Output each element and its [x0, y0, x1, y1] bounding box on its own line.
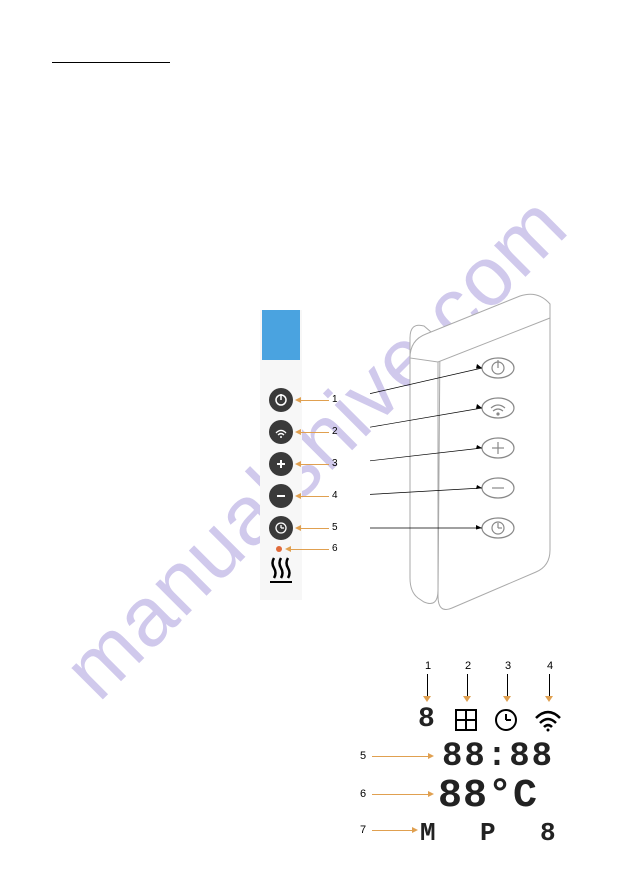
disp-side-label-7: 7: [360, 824, 366, 836]
minus-button[interactable]: [269, 484, 293, 508]
panel-label-2: 2: [332, 426, 338, 437]
down-arrow-3: [503, 696, 512, 703]
minus-icon: [274, 489, 288, 503]
wifi-icon: [274, 425, 288, 439]
h-arrow-7-head: [412, 827, 418, 833]
disp-top-label-1: 1: [425, 660, 431, 672]
disp-bottom-digit: 8: [540, 818, 555, 848]
remote-isometric-svg: [370, 290, 570, 610]
disp-top-label-3: 3: [505, 660, 511, 672]
arrow-1-line: [301, 400, 329, 401]
down-arrow-4: [545, 696, 554, 703]
disp-temp: 88°C: [438, 774, 538, 819]
power-button[interactable]: [269, 388, 293, 412]
vline-1: [427, 674, 428, 698]
panel-label-6: 6: [332, 543, 338, 554]
disp-side-label-5: 5: [360, 750, 366, 762]
power-icon: [274, 393, 288, 407]
wifi-display-icon: [534, 708, 562, 732]
arrow-6-line: [291, 549, 329, 550]
arrow-2-line: [301, 432, 329, 433]
h-arrow-5-head: [428, 753, 434, 759]
window-icon: [454, 708, 478, 732]
vline-3: [507, 674, 508, 698]
display-diagram: 1 2 3 4 8 88:88 88°C M P 8 5 6 7: [370, 660, 580, 860]
panel-label-4: 4: [332, 490, 338, 501]
disp-top-label-2: 2: [465, 660, 471, 672]
control-panel-screen: [262, 310, 300, 360]
disp-top-label-4: 4: [547, 660, 553, 672]
disp-mode-m: M: [420, 818, 435, 848]
clock-icon: [274, 521, 288, 535]
h-arrow-6: [372, 794, 428, 795]
heat-indicator-led: [276, 546, 282, 552]
disp-time: 88:88: [442, 738, 554, 776]
down-arrow-1: [423, 696, 432, 703]
disp-side-label-6: 6: [360, 788, 366, 800]
plus-icon: [274, 457, 288, 471]
arrow-3-line: [301, 464, 329, 465]
vline-2: [467, 674, 468, 698]
panel-label-3: 3: [332, 458, 338, 469]
plus-button[interactable]: [269, 452, 293, 476]
h-arrow-6-head: [428, 791, 434, 797]
wifi-button[interactable]: [269, 420, 293, 444]
disp-mode-p: P: [480, 818, 495, 848]
timer-button[interactable]: [269, 516, 293, 540]
panel-label-1: 1: [332, 394, 338, 405]
heat-waves-icon: [266, 556, 296, 584]
arrow-5-line: [301, 528, 329, 529]
arrow-4-line: [301, 496, 329, 497]
vline-4: [549, 674, 550, 698]
panel-label-5: 5: [332, 522, 338, 533]
disp-day-digit: 8: [418, 704, 434, 735]
clock-display-icon: [494, 708, 518, 732]
heading-underline: [52, 62, 170, 63]
remote-control-diagram: [370, 290, 570, 610]
h-arrow-7: [372, 830, 412, 831]
down-arrow-2: [463, 696, 472, 703]
h-arrow-5: [372, 756, 428, 757]
